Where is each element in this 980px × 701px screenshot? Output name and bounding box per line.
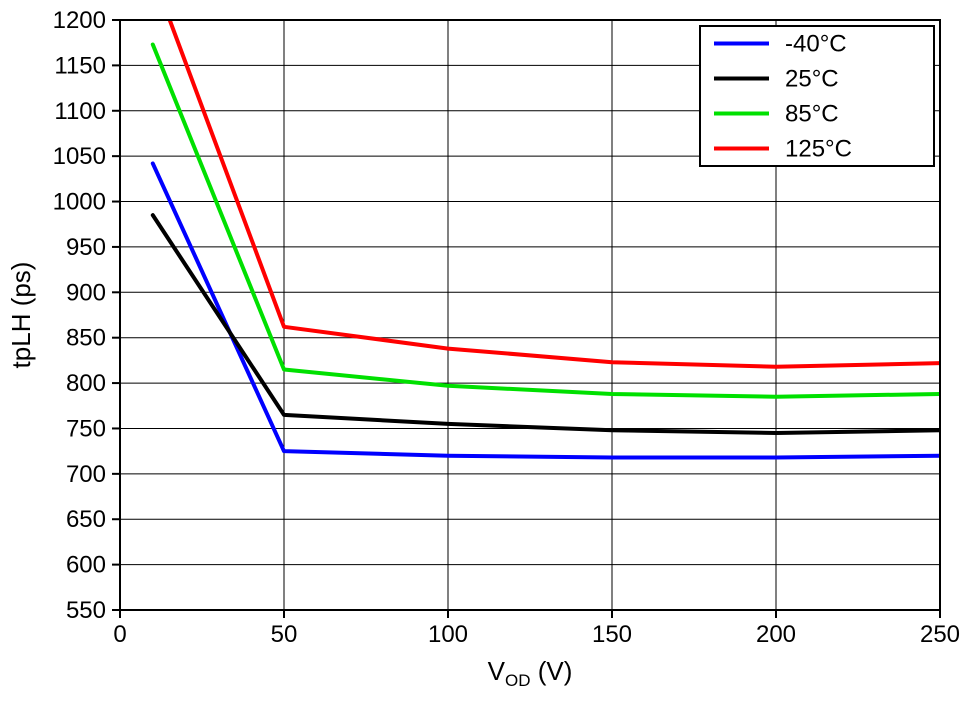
x-tick-label: 0 xyxy=(113,621,126,648)
legend-label: 125°C xyxy=(785,136,852,163)
x-tick-label: 150 xyxy=(592,621,632,648)
x-axis-label: VOD (V) xyxy=(488,656,573,690)
y-tick-label: 1150 xyxy=(54,52,106,79)
y-tick-label: 550 xyxy=(66,597,106,624)
y-tick-label: 1050 xyxy=(53,143,106,170)
y-tick-label: 950 xyxy=(66,234,106,261)
y-tick-label: 600 xyxy=(66,552,106,579)
x-tick-label: 200 xyxy=(756,621,796,648)
y-tick-label: 1100 xyxy=(54,98,106,125)
legend-label: -40°C xyxy=(785,31,847,58)
y-tick-label: 1200 xyxy=(53,7,106,34)
legend-label: 85°C xyxy=(785,101,839,128)
x-tick-label: 50 xyxy=(271,621,298,648)
svg-text:VOD (V): VOD (V) xyxy=(488,656,573,690)
chart-legend: -40°C 25°C 85°C 125°C xyxy=(700,26,934,166)
y-tick-label: 700 xyxy=(66,461,106,488)
y-tick-labels: 550 600 650 700 750 800 850 900 950 1000 1050 1100 1… xyxy=(53,7,120,624)
x-tick-labels: 0 50 100 150 200 250 xyxy=(113,610,960,648)
y-tick-label: 850 xyxy=(66,325,106,352)
y-tick-label: 650 xyxy=(66,506,106,533)
legend-label: 25°C xyxy=(785,66,839,93)
y-axis-label: tpLH (ps) xyxy=(6,262,36,369)
x-tick-label: 250 xyxy=(920,621,960,648)
line-chart: 0 50 100 150 200 250 550 600 650 700 750 800 850 900… xyxy=(0,0,980,701)
chart-container: 0 50 100 150 200 250 550 600 650 700 750 800 850 900… xyxy=(0,0,980,701)
y-tick-label: 800 xyxy=(66,370,106,397)
y-tick-label: 1000 xyxy=(53,189,106,216)
y-tick-label: 750 xyxy=(66,415,106,442)
y-tick-label: 900 xyxy=(66,279,106,306)
x-tick-label: 100 xyxy=(428,621,468,648)
